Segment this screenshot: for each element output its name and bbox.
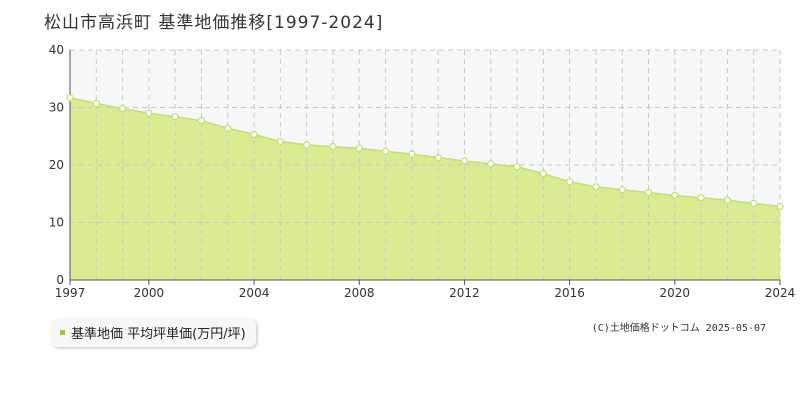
y-tick-label: 40 — [49, 43, 64, 57]
data-point — [566, 178, 574, 186]
x-tick-label: 2008 — [344, 286, 375, 300]
data-point — [224, 124, 232, 132]
data-point — [697, 194, 705, 202]
legend-label: 基準地価 平均坪単価(万円/坪) — [71, 327, 246, 342]
x-tick-label: 2004 — [239, 286, 270, 300]
data-point — [276, 137, 284, 146]
data-point — [66, 94, 74, 102]
data-point — [92, 99, 100, 108]
data-point — [145, 109, 153, 117]
x-tick-label: 2024 — [765, 286, 796, 300]
data-point — [408, 150, 416, 158]
chart-title: 松山市高浜町 基準地価推移[1997-2024] — [44, 13, 384, 33]
legend-marker — [60, 330, 65, 335]
data-point — [171, 113, 179, 121]
data-point — [618, 186, 626, 194]
data-point — [434, 153, 442, 162]
data-point — [460, 157, 469, 165]
y-tick-label: 30 — [49, 101, 64, 115]
data-point — [513, 163, 521, 171]
data-point — [329, 143, 337, 151]
data-point — [723, 196, 732, 204]
x-tick-label: 2016 — [554, 286, 585, 300]
y-tick-label: 0 — [56, 273, 64, 287]
x-tick-label: 1997 — [55, 286, 86, 300]
copyright: (C)土地価格ドットコム 2025-05-07 — [591, 323, 766, 334]
data-point — [118, 105, 127, 113]
data-point — [250, 130, 258, 139]
data-point — [592, 183, 600, 191]
x-tick-label: 2020 — [660, 286, 691, 300]
series-line — [69, 96, 781, 208]
data-point — [487, 160, 495, 168]
data-point — [671, 191, 679, 200]
data-point — [303, 141, 311, 149]
data-point — [644, 189, 653, 197]
data-point — [776, 202, 784, 210]
x-tick-label: 2000 — [134, 286, 165, 300]
y-tick-label: 20 — [49, 158, 64, 172]
data-point — [750, 199, 758, 208]
data-point — [381, 147, 390, 155]
legend[interactable]: 基準地価 平均坪単価(万円/坪) — [52, 319, 256, 347]
data-point — [355, 144, 363, 152]
data-point — [197, 117, 206, 125]
y-tick-label: 10 — [49, 216, 64, 230]
x-tick-label: 2012 — [449, 286, 480, 300]
data-point — [539, 170, 547, 178]
series-area — [70, 97, 780, 280]
